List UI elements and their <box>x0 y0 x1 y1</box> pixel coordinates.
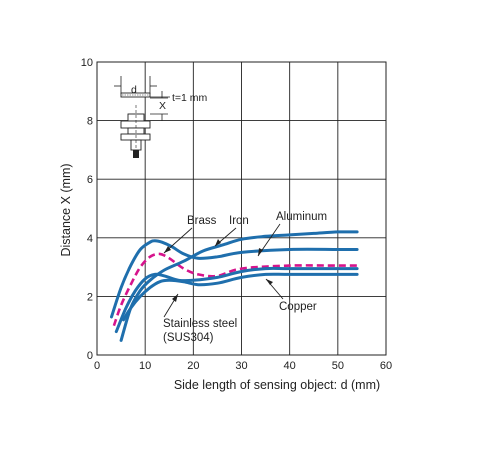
x-tick-label: 50 <box>332 360 344 372</box>
grid <box>96 61 387 356</box>
arrowhead-copper <box>266 279 273 285</box>
y-axis-label: Distance X (mm) <box>59 163 73 256</box>
annotation-arrowheads <box>164 239 273 302</box>
sensor-body <box>120 105 151 151</box>
inset-d-symbol: d <box>131 84 137 96</box>
series-layer <box>110 230 359 342</box>
x-axis-label: Side length of sensing object: d (mm) <box>174 378 380 392</box>
annotations: Brass Iron Aluminum Copper Stainless ste… <box>163 211 327 344</box>
x-tick-label: 40 <box>284 360 296 372</box>
sensor-nut-top <box>120 120 151 129</box>
x-tick-label: 60 <box>380 360 392 372</box>
y-tick-label: 4 <box>87 233 93 245</box>
inset-thickness-label: t=1 mm <box>172 92 208 104</box>
sensor-nut-bottom <box>120 133 151 141</box>
x-tick-label: 30 <box>235 360 247 372</box>
label-aluminum: Aluminum <box>276 211 327 223</box>
y-tick-label: 10 <box>81 57 93 69</box>
label-stainless-2: (SUS304) <box>163 332 214 344</box>
y-tick-label: 0 <box>87 350 93 362</box>
series-line-aluminum <box>119 230 359 342</box>
arrowhead-aluminum <box>258 248 263 256</box>
arrowhead-iron <box>215 239 221 246</box>
series-line-brass <box>112 252 358 327</box>
inset-x-symbol: X <box>159 100 166 112</box>
tick-labels: 0 10 20 30 40 50 60 0 2 4 6 8 10 <box>81 57 392 372</box>
x-tick-label: 0 <box>94 360 100 372</box>
arrowhead-brass <box>164 246 171 253</box>
label-stainless-1: Stainless steel <box>163 318 237 330</box>
arrowhead-stainless <box>172 294 178 302</box>
label-brass: Brass <box>187 215 217 227</box>
series-line-copper <box>122 272 359 322</box>
sensor-inset: d X t=1 mm <box>114 76 208 158</box>
y-tick-label: 6 <box>87 174 93 186</box>
y-tick-label: 2 <box>87 291 93 303</box>
y-tick-label: 8 <box>87 116 93 128</box>
label-copper: Copper <box>279 301 317 313</box>
x-tick-label: 10 <box>139 360 151 372</box>
sensor-cable <box>133 150 139 158</box>
label-iron: Iron <box>229 215 249 227</box>
x-tick-label: 20 <box>187 360 199 372</box>
inset-dimension-lines <box>114 76 170 121</box>
series-line-stainless-steel-sus304 <box>114 266 359 334</box>
